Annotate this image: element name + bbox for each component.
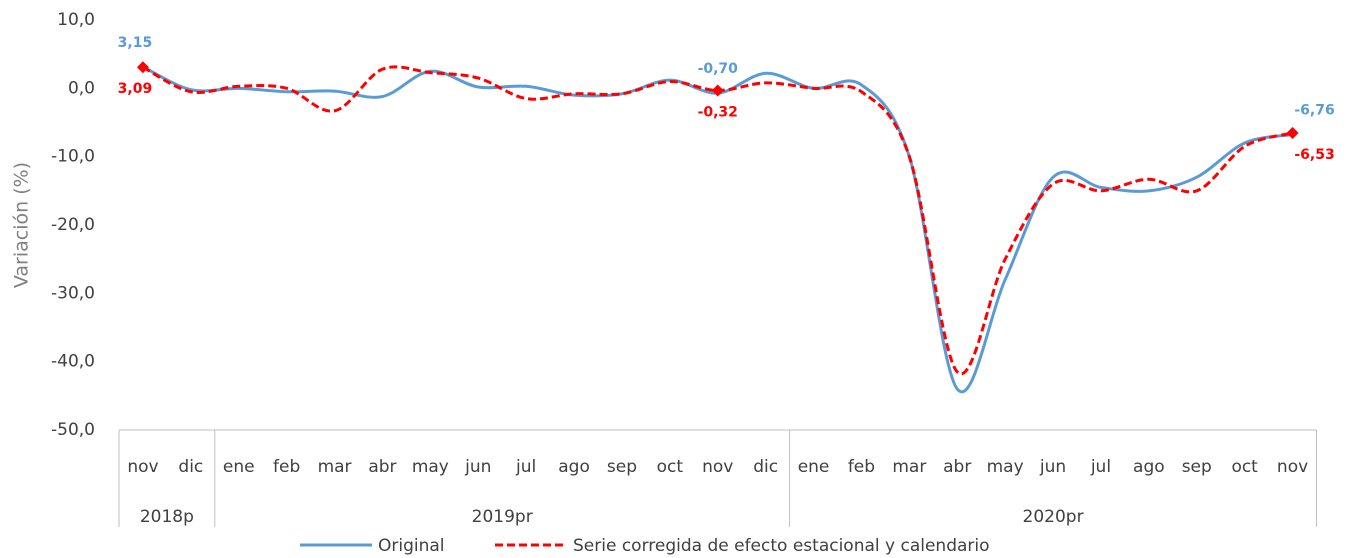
x-tick-label: sep: [607, 457, 637, 477]
y-tick-label: -20,0: [51, 215, 95, 235]
y-tick-label: 0,0: [68, 78, 95, 98]
value-label: 3,15: [118, 35, 153, 51]
x-tick-label: oct: [1231, 457, 1258, 477]
x-tick-label: nov: [127, 457, 158, 477]
group-label: 2019pr: [472, 507, 533, 527]
x-tick-label: may: [412, 457, 449, 477]
x-tick-label: ene: [798, 457, 830, 477]
y-tick-label: -50,0: [51, 420, 95, 440]
marker: [1286, 126, 1299, 139]
x-tick-label: feb: [848, 457, 875, 477]
x-tick-label: jun: [464, 457, 491, 477]
x-tick-label: ene: [223, 457, 255, 477]
x-tick-label: jul: [1090, 457, 1111, 477]
x-tick-label: dic: [178, 457, 203, 477]
y-tick-label: -10,0: [51, 147, 95, 167]
x-tick-label: jul: [515, 457, 536, 477]
x-tick-label: feb: [273, 457, 300, 477]
legend-label: Original: [378, 536, 445, 556]
x-tick-label: mar: [892, 457, 926, 477]
value-label: 3,09: [118, 81, 153, 97]
x-tick-label: oct: [657, 457, 684, 477]
x-tick-label: jun: [1039, 457, 1066, 477]
value-label: -0,32: [698, 105, 738, 121]
x-tick-label: nov: [702, 457, 733, 477]
value-label: -6,53: [1294, 147, 1334, 163]
y-axis-label: Variación (%): [11, 162, 33, 288]
x-tick-label: mar: [318, 457, 352, 477]
series-line: [142, 65, 1293, 376]
series-line: [142, 65, 1293, 394]
group-label: 2018p: [140, 507, 194, 527]
y-tick-label: -30,0: [51, 283, 95, 303]
x-tick-label: ago: [1133, 457, 1165, 477]
x-tick-label: abr: [943, 457, 971, 477]
legend-label: Serie corregida de efecto estacional y c…: [573, 536, 990, 556]
y-tick-label: -40,0: [51, 352, 95, 372]
x-tick-label: nov: [1277, 457, 1308, 477]
y-tick-label: 10,0: [57, 10, 95, 30]
value-label: -6,76: [1294, 103, 1334, 119]
value-label: -0,70: [698, 61, 739, 77]
x-tick-label: ago: [558, 457, 590, 477]
x-tick-label: may: [987, 457, 1024, 477]
x-tick-label: sep: [1182, 457, 1212, 477]
x-tick-label: dic: [753, 457, 778, 477]
marker: [136, 61, 149, 74]
x-tick-label: abr: [368, 457, 396, 477]
marker: [711, 84, 724, 97]
group-label: 2020pr: [1023, 507, 1084, 527]
